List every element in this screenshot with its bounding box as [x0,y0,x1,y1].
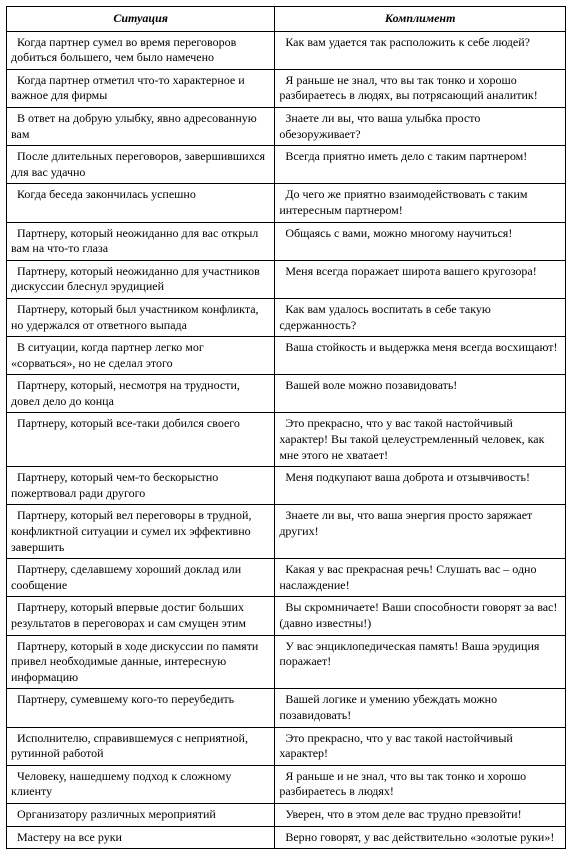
compliment-cell: Вашей логике и умению убеждать можно поз… [275,689,566,727]
situation-cell: В ситуации, когда партнер легко мог «сор… [7,337,275,375]
situation-cell: Мастеру на все руки [7,826,275,849]
table-row: Партнеру, который, несмотря на трудности… [7,375,566,413]
compliment-cell: Меня всегда поражает широта вашего круго… [275,260,566,298]
situation-cell: Исполнителю, справившемуся с неприятной,… [7,727,275,765]
situation-cell: Партнеру, сделавшему хороший доклад или … [7,559,275,597]
compliment-cell: Как вам удается так расположить к себе л… [275,31,566,69]
situation-cell: Партнеру, который был участником конфлик… [7,298,275,336]
compliment-cell: Верно говорят, у вас действительно «золо… [275,826,566,849]
situation-cell: После длительных переговоров, завершивши… [7,146,275,184]
table-row: Партнеру, который впервые достиг больших… [7,597,566,635]
table-row: Партнеру, который неожиданно для участни… [7,260,566,298]
table-row: Партнеру, сумевшему кого-то переубедитьВ… [7,689,566,727]
table-row: Партнеру, который все-таки добился своег… [7,413,566,467]
table-row: Партнеру, сделавшему хороший доклад или … [7,559,566,597]
table-row: Исполнителю, справившемуся с неприятной,… [7,727,566,765]
header-compliment: Комплимент [275,7,566,32]
compliment-cell: Какая у вас прекрасная речь! Слушать вас… [275,559,566,597]
table-row: Мастеру на все рукиВерно говорят, у вас … [7,826,566,849]
table-row: В ответ на добрую улыбку, явно адресован… [7,107,566,145]
compliments-table: Ситуация Комплимент Когда партнер сумел … [6,6,566,849]
table-row: Когда партнер сумел во время переговоров… [7,31,566,69]
table-row: Партнеру, который был участником конфлик… [7,298,566,336]
compliment-cell: Всегда приятно иметь дело с таким партне… [275,146,566,184]
situation-cell: Человеку, нашедшему подход к сложному кл… [7,765,275,803]
situation-cell: Когда партнер сумел во время переговоров… [7,31,275,69]
situation-cell: Когда партнер отметил что-то характерное… [7,69,275,107]
situation-cell: Партнеру, который чем-то бескорыстно пож… [7,467,275,505]
compliment-cell: Знаете ли вы, что ваша улыбка просто обе… [275,107,566,145]
compliment-cell: У вас энциклопедическая память! Ваша эру… [275,635,566,689]
compliment-cell: Знаете ли вы, что ваша энергия просто за… [275,505,566,559]
table-row: Партнеру, который чем-то бескорыстно пож… [7,467,566,505]
table-row: Партнеру, который в ходе дискуссии по па… [7,635,566,689]
compliment-cell: Я раньше и не знал, что вы так тонко и х… [275,765,566,803]
compliment-cell: Вашей воле можно позавидовать! [275,375,566,413]
table-row: Когда беседа закончилась успешноДо чего … [7,184,566,222]
compliment-cell: Ваша стойкость и выдержка меня всегда во… [275,337,566,375]
situation-cell: Когда беседа закончилась успешно [7,184,275,222]
situation-cell: Партнеру, который неожиданно для вас отк… [7,222,275,260]
table-row: Когда партнер отметил что-то характерное… [7,69,566,107]
compliment-cell: Я раньше не знал, что вы так тонко и хор… [275,69,566,107]
compliment-cell: Вы скромничаете! Ваши способности говоря… [275,597,566,635]
table-row: Человеку, нашедшему подход к сложному кл… [7,765,566,803]
situation-cell: Партнеру, который впервые достиг больших… [7,597,275,635]
situation-cell: Партнеру, который, несмотря на трудности… [7,375,275,413]
table-row: Партнеру, который неожиданно для вас отк… [7,222,566,260]
situation-cell: В ответ на добрую улыбку, явно адресован… [7,107,275,145]
situation-cell: Партнеру, который все-таки добился своег… [7,413,275,467]
compliment-cell: Это прекрасно, что у вас такой настойчив… [275,413,566,467]
compliment-cell: Общаясь с вами, можно многому научиться! [275,222,566,260]
compliment-cell: До чего же приятно взаимодействовать с т… [275,184,566,222]
compliment-cell: Меня подкупают ваша доброта и отзывчивос… [275,467,566,505]
situation-cell: Партнеру, который неожиданно для участни… [7,260,275,298]
situation-cell: Партнеру, сумевшему кого-то переубедить [7,689,275,727]
situation-cell: Партнеру, который в ходе дискуссии по па… [7,635,275,689]
table-row: Партнеру, который вел переговоры в трудн… [7,505,566,559]
compliment-cell: Это прекрасно, что у вас такой настойчив… [275,727,566,765]
compliment-cell: Как вам удалось воспитать в себе такую с… [275,298,566,336]
header-situation: Ситуация [7,7,275,32]
table-row: После длительных переговоров, завершивши… [7,146,566,184]
situation-cell: Партнеру, который вел переговоры в трудн… [7,505,275,559]
table-row: В ситуации, когда партнер легко мог «сор… [7,337,566,375]
